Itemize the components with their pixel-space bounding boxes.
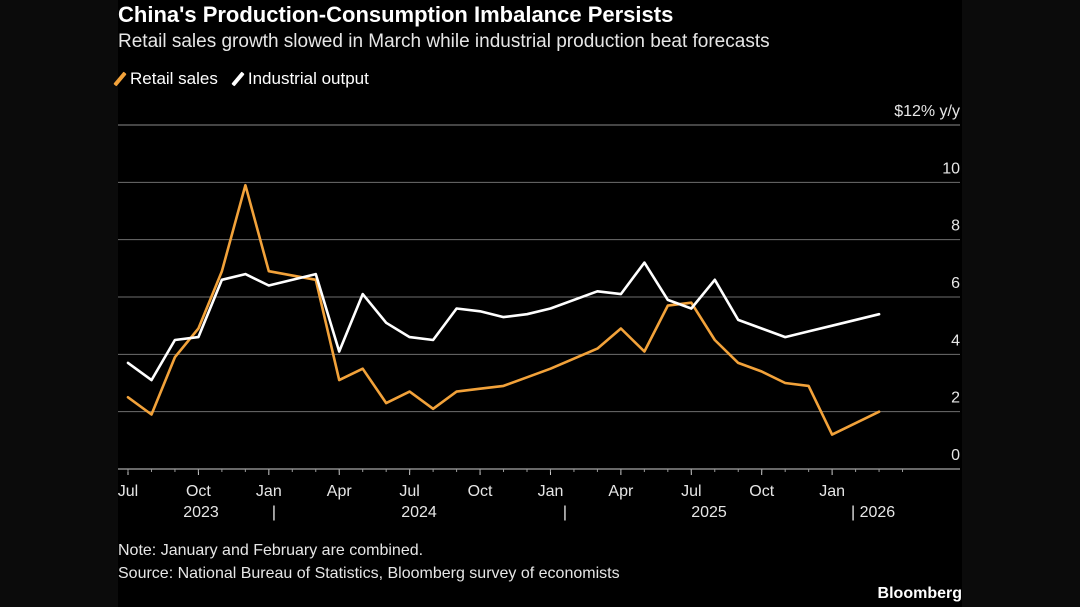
y-tick-label-6: 6 [951,275,960,292]
x-year-label-3: | [563,504,567,521]
y-tick-label-0: 0 [951,447,960,464]
x-year-label-5: | 2026 [851,504,895,521]
footnote: Note: January and February are combined. [118,542,424,559]
y-tick-label-2: 2 [951,390,960,407]
x-tick-label-2025-04: Apr [608,483,634,500]
legend-label-industrial-output: Industrial output [247,69,369,88]
y-tick-label-8: 8 [951,218,960,235]
y-tick-label-10: 10 [942,160,960,177]
legend: Retail sales Industrial output [113,69,369,89]
line-chart: $12% y/y 10 8 6 4 2 0 Jul Oct Jan Apr Jul Oct Jan Apr J… [118,103,960,521]
series-line-retail-sales [126,183,881,436]
x-tick-label-2024-01: Jan [256,483,282,500]
x-year-label-0: 2023 [183,504,219,521]
y-tick-label-4: 4 [951,332,960,349]
x-year-label-4: 2025 [691,504,727,521]
y-axis-label: $12% y/y [894,103,960,120]
x-tick-label-2024-10: Oct [468,483,493,500]
legend-label-retail-sales: Retail sales [130,69,218,88]
x-year-label-2: 2024 [401,504,437,521]
source-note: Source: National Bureau of Statistics, B… [118,565,620,582]
series-line-industrial-output [126,261,881,382]
legend-item-industrial-output: Industrial output [231,69,369,89]
x-tick-label-2026-01: Jan [819,483,845,500]
x-tick-label-2023-10: Oct [186,483,211,500]
right-background-blur [962,0,1080,607]
x-year-label-1: | [272,504,276,521]
chart-subtitle: Retail sales growth slowed in March whil… [118,31,770,52]
bloomberg-logo: Bloomberg [877,585,962,602]
chart-panel: China's Production-Consumption Imbalance… [113,0,962,607]
x-tick-label-2025-01: Jan [538,483,564,500]
x-tick-label-2025-07: Jul [681,483,701,500]
x-tick-label-2024-07: Jul [399,483,419,500]
legend-item-retail-sales: Retail sales [113,69,218,89]
chart-title: China's Production-Consumption Imbalance… [118,2,674,27]
left-background-blur [0,0,118,607]
x-tick-label-2025-10: Oct [749,483,774,500]
x-tick-label-2024-04: Apr [327,483,353,500]
x-tick-label-2023-07: Jul [118,483,138,500]
